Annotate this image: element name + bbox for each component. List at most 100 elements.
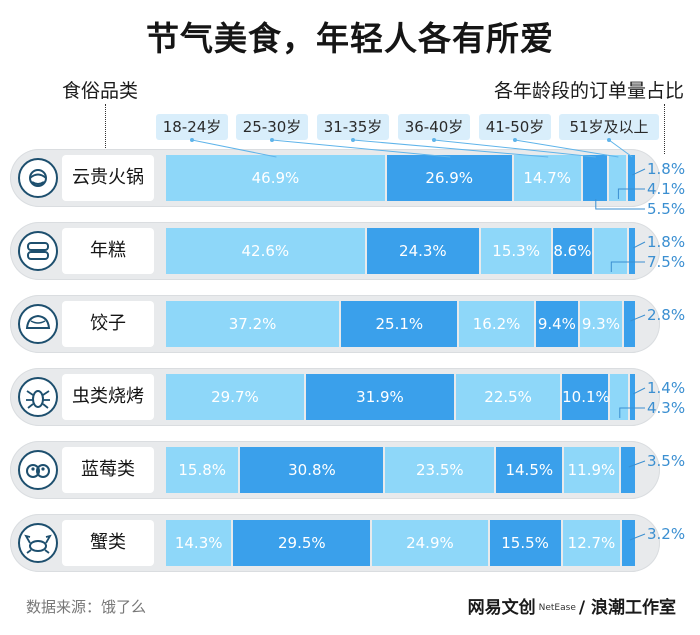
bar-value-label: 5.5% <box>647 200 686 218</box>
share-header-pointer <box>664 104 665 154</box>
bar-value-label: 25.1% <box>375 315 424 333</box>
bar-value-label: 31.9% <box>356 388 404 406</box>
bar-value-label: 3.2% <box>647 525 686 543</box>
bar-value-label: 2.8% <box>647 306 686 324</box>
bar-value-label: 29.5% <box>277 534 326 552</box>
bar-value-label: 14.3% <box>174 534 223 552</box>
crab-icon <box>18 523 58 563</box>
bar-value-label: 16.2% <box>472 315 521 333</box>
bar-segment <box>580 301 622 347</box>
bar-value-label: 14.7% <box>523 169 572 187</box>
bar-value-label: 30.8% <box>288 461 336 479</box>
bar-value-label: 26.9% <box>425 169 474 187</box>
bar-segment <box>620 447 635 493</box>
bar-value-label: 1.8% <box>647 160 686 178</box>
bar-value-label: 14.5% <box>505 461 554 479</box>
bar-value-label: 15.8% <box>178 461 227 479</box>
bar-segment <box>233 520 371 566</box>
bar-value-label: 29.7% <box>211 388 259 406</box>
share-header: 各年龄段的订单量占比 <box>493 80 684 102</box>
category-label: 年糕 <box>62 228 154 274</box>
bar-value-label: 8.6% <box>553 242 592 260</box>
data-source: 数据来源：饿了么 <box>26 598 147 616</box>
chart-title: 节气美食，年轻人各有所爱 <box>146 19 554 58</box>
niangao-icon <box>18 231 58 271</box>
category-label: 蟹类 <box>62 520 154 566</box>
bar-segment <box>629 374 635 420</box>
category-label: 蓝莓类 <box>62 447 154 493</box>
bar-segment <box>166 374 304 420</box>
logo-studio: 浪潮工作室 <box>591 598 676 618</box>
category-label: 云贵火锅 <box>62 155 154 201</box>
legend-item-4: 36-40岁 <box>398 114 470 140</box>
legend-item-5: 41-50岁 <box>479 114 551 140</box>
bar-value-label: 1.4% <box>647 379 686 397</box>
bar-segment <box>562 520 621 566</box>
bar-value-label: 9.4% <box>537 315 576 333</box>
logo-main: 网易文创 <box>467 598 536 618</box>
bar-segment <box>385 447 495 493</box>
bar-segment <box>341 301 458 347</box>
bar-value-label: 15.5% <box>501 534 549 552</box>
bar-segment <box>628 228 636 274</box>
insect-icon <box>18 377 58 417</box>
bar-segment <box>366 228 480 274</box>
logo-small: NetEase <box>538 603 576 613</box>
dumpling-icon <box>18 304 58 344</box>
bar-segment <box>622 520 636 566</box>
category-label: 饺子 <box>62 301 154 347</box>
bar-value-label: 11.9% <box>567 461 616 479</box>
bar-segment <box>305 374 455 420</box>
blueberry-icon <box>18 450 58 490</box>
bar-value-label: 3.5% <box>647 452 686 470</box>
bar-segment <box>535 301 578 347</box>
bar-value-label: 42.6% <box>241 242 290 260</box>
logo-separator: / <box>578 598 586 618</box>
bar-segment <box>166 155 385 201</box>
bar-value-label: 15.3% <box>492 242 540 260</box>
bar-segment <box>562 374 608 420</box>
bar-segment <box>166 447 239 493</box>
bar-segment <box>166 228 365 274</box>
bar-segment <box>240 447 384 493</box>
category-header-pointer <box>105 104 106 154</box>
bar-value-label: 37.2% <box>228 315 277 333</box>
bar-segment <box>553 228 592 274</box>
bar-segment <box>372 520 488 566</box>
bar-segment <box>166 520 232 566</box>
bar-segment <box>623 301 635 347</box>
bar-value-label: 22.5% <box>484 388 532 406</box>
bar-segment <box>593 228 627 274</box>
bar-segment <box>489 520 561 566</box>
bar-value-label: 7.5% <box>647 253 686 271</box>
bar-segment <box>456 374 561 420</box>
legend-item-1: 18-24岁 <box>156 114 228 140</box>
bar-segment <box>608 155 627 201</box>
bar-value-label: 24.3% <box>399 242 447 260</box>
bar-value-label: 9.3% <box>581 315 620 333</box>
bar-value-label: 4.3% <box>647 399 686 417</box>
bar-segment <box>609 374 628 420</box>
bar-value-label: 4.1% <box>647 180 686 198</box>
bar-segment <box>513 155 581 201</box>
bar-segment <box>628 155 635 201</box>
bar-segment <box>582 155 607 201</box>
legend-item-6: 51岁及以上 <box>559 114 659 140</box>
category-header: 食俗品类 <box>62 80 139 102</box>
publisher-logo: 网易文创 NetEase / 浪潮工作室 <box>468 593 676 618</box>
bar-segment <box>481 228 552 274</box>
bar-value-label: 46.9% <box>251 169 300 187</box>
bar-segment <box>496 447 563 493</box>
legend-item-3: 31-35岁 <box>317 114 389 140</box>
legend-item-2: 25-30岁 <box>236 114 308 140</box>
hotpot-icon <box>18 158 58 198</box>
category-label: 虫类烧烤 <box>62 374 154 420</box>
bar-value-label: 12.7% <box>567 534 616 552</box>
bar-segment <box>564 447 619 493</box>
bar-segment <box>166 301 340 347</box>
bar-value-label: 23.5% <box>415 461 464 479</box>
bar-value-label: 10.1% <box>562 388 610 406</box>
bar-value-label: 1.8% <box>647 233 686 251</box>
bar-value-label: 24.9% <box>406 534 454 552</box>
bar-segment <box>459 301 534 347</box>
